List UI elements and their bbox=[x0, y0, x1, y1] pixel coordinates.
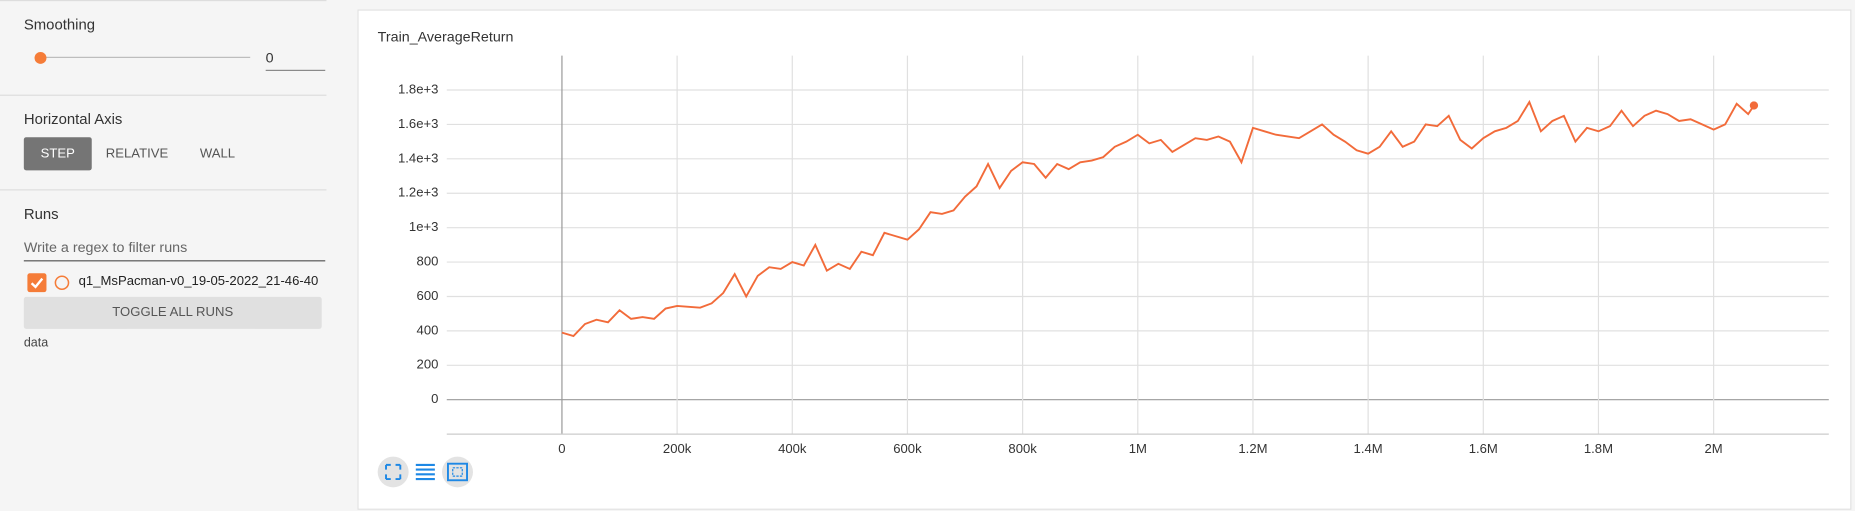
chart-toolbar bbox=[377, 456, 473, 488]
divider bbox=[0, 94, 327, 96]
run-color[interactable] bbox=[54, 274, 71, 291]
divider bbox=[0, 189, 327, 191]
icon bbox=[452, 467, 463, 477]
sidebar: Smoothing 0 Horizontal Axis STEP RELATIV… bbox=[0, 0, 346, 511]
axis-button[interactable]: WALL bbox=[199, 146, 236, 161]
icon bbox=[385, 463, 402, 481]
x-tick-label: 0 bbox=[558, 441, 565, 456]
y-tick-label: 200 bbox=[417, 357, 439, 372]
icon bbox=[447, 462, 468, 482]
run-name: q1_MsPacman-v0_19-05-2022_21-46-40 bbox=[78, 274, 319, 289]
toggle-all-button[interactable]: TOGGLE ALL RUNS bbox=[23, 296, 322, 329]
chart-title: Train_AverageReturn bbox=[378, 30, 514, 46]
x-tick-label: 600k bbox=[893, 441, 922, 456]
y-tick-label: 600 bbox=[417, 288, 439, 303]
y-tick-label: 0 bbox=[431, 391, 438, 406]
y-tick-label: 400 bbox=[417, 322, 439, 337]
run-filter[interactable]: Write a regex to filter runs bbox=[23, 239, 326, 262]
y-tick-label: 800 bbox=[417, 254, 439, 269]
x-tick-label: 800k bbox=[1008, 441, 1037, 456]
section-label: Smoothing bbox=[23, 16, 96, 34]
y-tick-label: 1.8e+3 bbox=[398, 81, 438, 96]
chart-card bbox=[357, 9, 1852, 510]
x-tick-label: 2M bbox=[1705, 441, 1723, 456]
y-tick-label: 1e+3 bbox=[409, 219, 438, 234]
data-line bbox=[561, 99, 1755, 338]
x-tick-label: 1.8M bbox=[1584, 441, 1613, 456]
x-tick-label: 1.2M bbox=[1238, 441, 1267, 456]
axis-button[interactable]: STEP bbox=[23, 137, 92, 171]
x-tick-label: 400k bbox=[778, 441, 807, 456]
data-button[interactable] bbox=[415, 463, 435, 481]
slider-thumb[interactable] bbox=[34, 52, 47, 64]
fit-button[interactable] bbox=[442, 456, 473, 488]
data-label: data bbox=[23, 335, 49, 351]
y-tick-label: 1.4e+3 bbox=[398, 150, 438, 165]
run-checkbox[interactable] bbox=[26, 272, 47, 293]
x-tick-label: 1.6M bbox=[1469, 441, 1498, 456]
fullscreen-button[interactable] bbox=[377, 456, 409, 488]
section-label: Horizontal Axis bbox=[23, 111, 123, 128]
axis-button[interactable]: RELATIVE bbox=[105, 146, 169, 161]
slider-track bbox=[40, 56, 251, 58]
smoothing-input[interactable]: 0 bbox=[265, 50, 326, 71]
x-tick-label: 1M bbox=[1129, 441, 1147, 456]
x-tick-label: 1.4M bbox=[1354, 441, 1383, 456]
section-label: Runs bbox=[23, 205, 59, 223]
last-point bbox=[1749, 101, 1759, 110]
y-tick-label: 1.6e+3 bbox=[398, 116, 438, 131]
divider bbox=[0, 0, 327, 2]
x-tick-label: 200k bbox=[663, 441, 692, 456]
y-tick-label: 1.2e+3 bbox=[398, 185, 438, 200]
